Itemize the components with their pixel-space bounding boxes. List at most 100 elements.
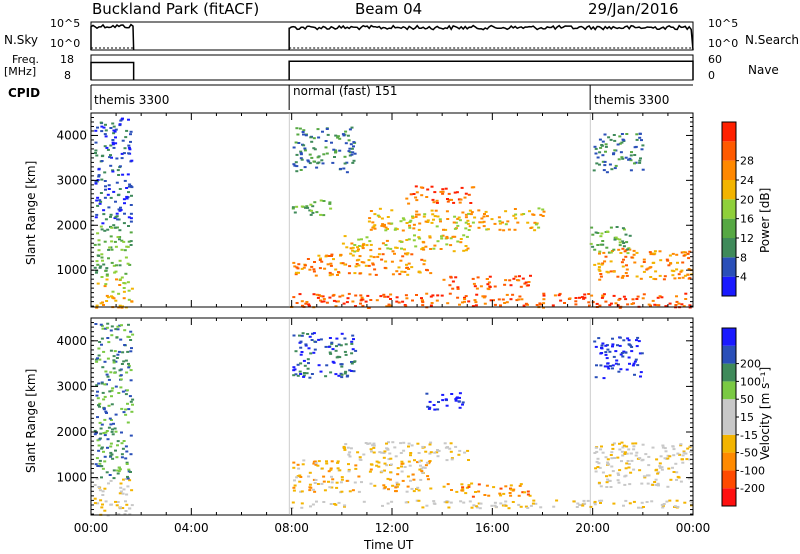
heatmap-cell — [463, 196, 467, 199]
colorbar-tick-label: 24 — [740, 174, 754, 187]
heatmap-cell — [636, 336, 640, 339]
heatmap-cell — [96, 179, 100, 181]
heatmap-cell — [124, 500, 127, 503]
heatmap-cell — [316, 464, 320, 467]
heatmap-cell — [632, 445, 636, 448]
heatmap-cell — [611, 337, 614, 340]
heatmap-cell — [102, 398, 106, 401]
heatmap-cell — [598, 466, 602, 469]
freq-panel-frame — [90, 54, 694, 81]
heatmap-cell — [123, 179, 127, 182]
heatmap-cell — [310, 339, 314, 341]
heatmap-cell — [129, 133, 132, 136]
heatmap-cell — [400, 270, 404, 273]
heatmap-cell — [352, 159, 356, 162]
heatmap-cell — [601, 294, 605, 297]
heatmap-cell — [436, 240, 440, 243]
heatmap-cell — [108, 474, 112, 476]
heatmap-cell — [539, 213, 543, 216]
heatmap-cell — [657, 304, 661, 307]
heatmap-cell — [517, 503, 521, 506]
heatmap-cell — [101, 391, 105, 394]
heatmap-cell — [95, 213, 99, 216]
heatmap-cell — [304, 302, 308, 305]
heatmap-cell — [300, 502, 304, 505]
heatmap-cell — [116, 353, 120, 356]
heatmap-cell — [351, 489, 355, 492]
heatmap-cell — [391, 441, 395, 444]
heatmap-cell — [129, 434, 133, 437]
heatmap-cell — [314, 274, 318, 277]
heatmap-cell — [116, 472, 120, 475]
heatmap-cell — [466, 449, 470, 452]
heatmap-cell — [339, 481, 343, 484]
heatmap-cell — [533, 221, 537, 224]
heatmap-cell — [115, 357, 119, 359]
heatmap-cell — [111, 428, 114, 431]
heatmap-cell — [509, 484, 513, 487]
heatmap-cell — [441, 190, 445, 193]
heatmap-cell — [325, 254, 329, 257]
heatmap-cell — [302, 359, 306, 362]
heatmap-cell — [358, 456, 362, 459]
heatmap-cell — [309, 505, 312, 508]
heatmap-cell — [319, 199, 323, 202]
heatmap-cell — [475, 287, 479, 290]
heatmap-cell — [116, 328, 120, 331]
heatmap-cell — [374, 273, 378, 276]
heatmap-cell — [527, 281, 531, 283]
heatmap-cell — [420, 470, 424, 473]
heatmap-cell — [563, 302, 566, 304]
heatmap-cell — [301, 131, 305, 133]
heatmap-cell — [672, 471, 676, 473]
heatmap-cell — [96, 390, 99, 393]
heatmap-cell — [609, 486, 613, 488]
heatmap-cell — [332, 299, 336, 302]
heatmap-cell — [432, 500, 436, 503]
heatmap-cell — [98, 202, 102, 205]
heatmap-cell — [373, 224, 377, 227]
heatmap-cell — [334, 373, 338, 376]
heatmap-cell — [299, 362, 303, 365]
heatmap-cell — [450, 393, 454, 395]
heatmap-cell — [684, 452, 688, 455]
heatmap-cell — [412, 478, 416, 481]
heatmap-cell — [598, 499, 602, 502]
heatmap-cell — [641, 297, 645, 300]
beam-title: Beam 04 — [355, 0, 423, 18]
heatmap-cell — [417, 270, 421, 273]
heatmap-cell — [294, 271, 298, 274]
heatmap-cell — [515, 299, 519, 302]
heatmap-cell — [450, 198, 453, 201]
heatmap-cell — [122, 297, 126, 300]
heatmap-cell — [618, 469, 622, 472]
heatmap-cell — [621, 454, 625, 457]
x-axis-label: Time UT — [364, 538, 414, 552]
heatmap-cell — [124, 272, 128, 275]
heatmap-cell — [600, 296, 604, 299]
heatmap-cell — [461, 488, 465, 491]
heatmap-cell — [407, 442, 411, 445]
heatmap-cell — [342, 302, 346, 305]
heatmap-cell — [104, 269, 108, 272]
heatmap-cell — [312, 268, 316, 271]
heatmap-cell — [527, 284, 530, 287]
heatmap-cell — [654, 278, 658, 281]
heatmap-cell — [421, 471, 425, 474]
heatmap-cell — [420, 297, 423, 300]
heatmap-cell — [622, 295, 626, 298]
heatmap-cell — [590, 294, 594, 297]
heatmap-cell — [636, 364, 640, 367]
heatmap-cell — [370, 450, 373, 453]
noise-left-tick-top: 10^5 — [50, 17, 81, 30]
heatmap-cell — [113, 350, 117, 353]
heatmap-cell — [396, 467, 400, 470]
heatmap-cell — [295, 153, 299, 156]
heatmap-cell — [664, 305, 668, 308]
heatmap-cell — [440, 237, 444, 240]
heatmap-cell — [426, 219, 430, 222]
heatmap-cell — [340, 490, 344, 493]
heatmap-cell — [314, 462, 318, 465]
heatmap-cell — [428, 452, 432, 455]
heatmap-cell — [313, 148, 317, 151]
